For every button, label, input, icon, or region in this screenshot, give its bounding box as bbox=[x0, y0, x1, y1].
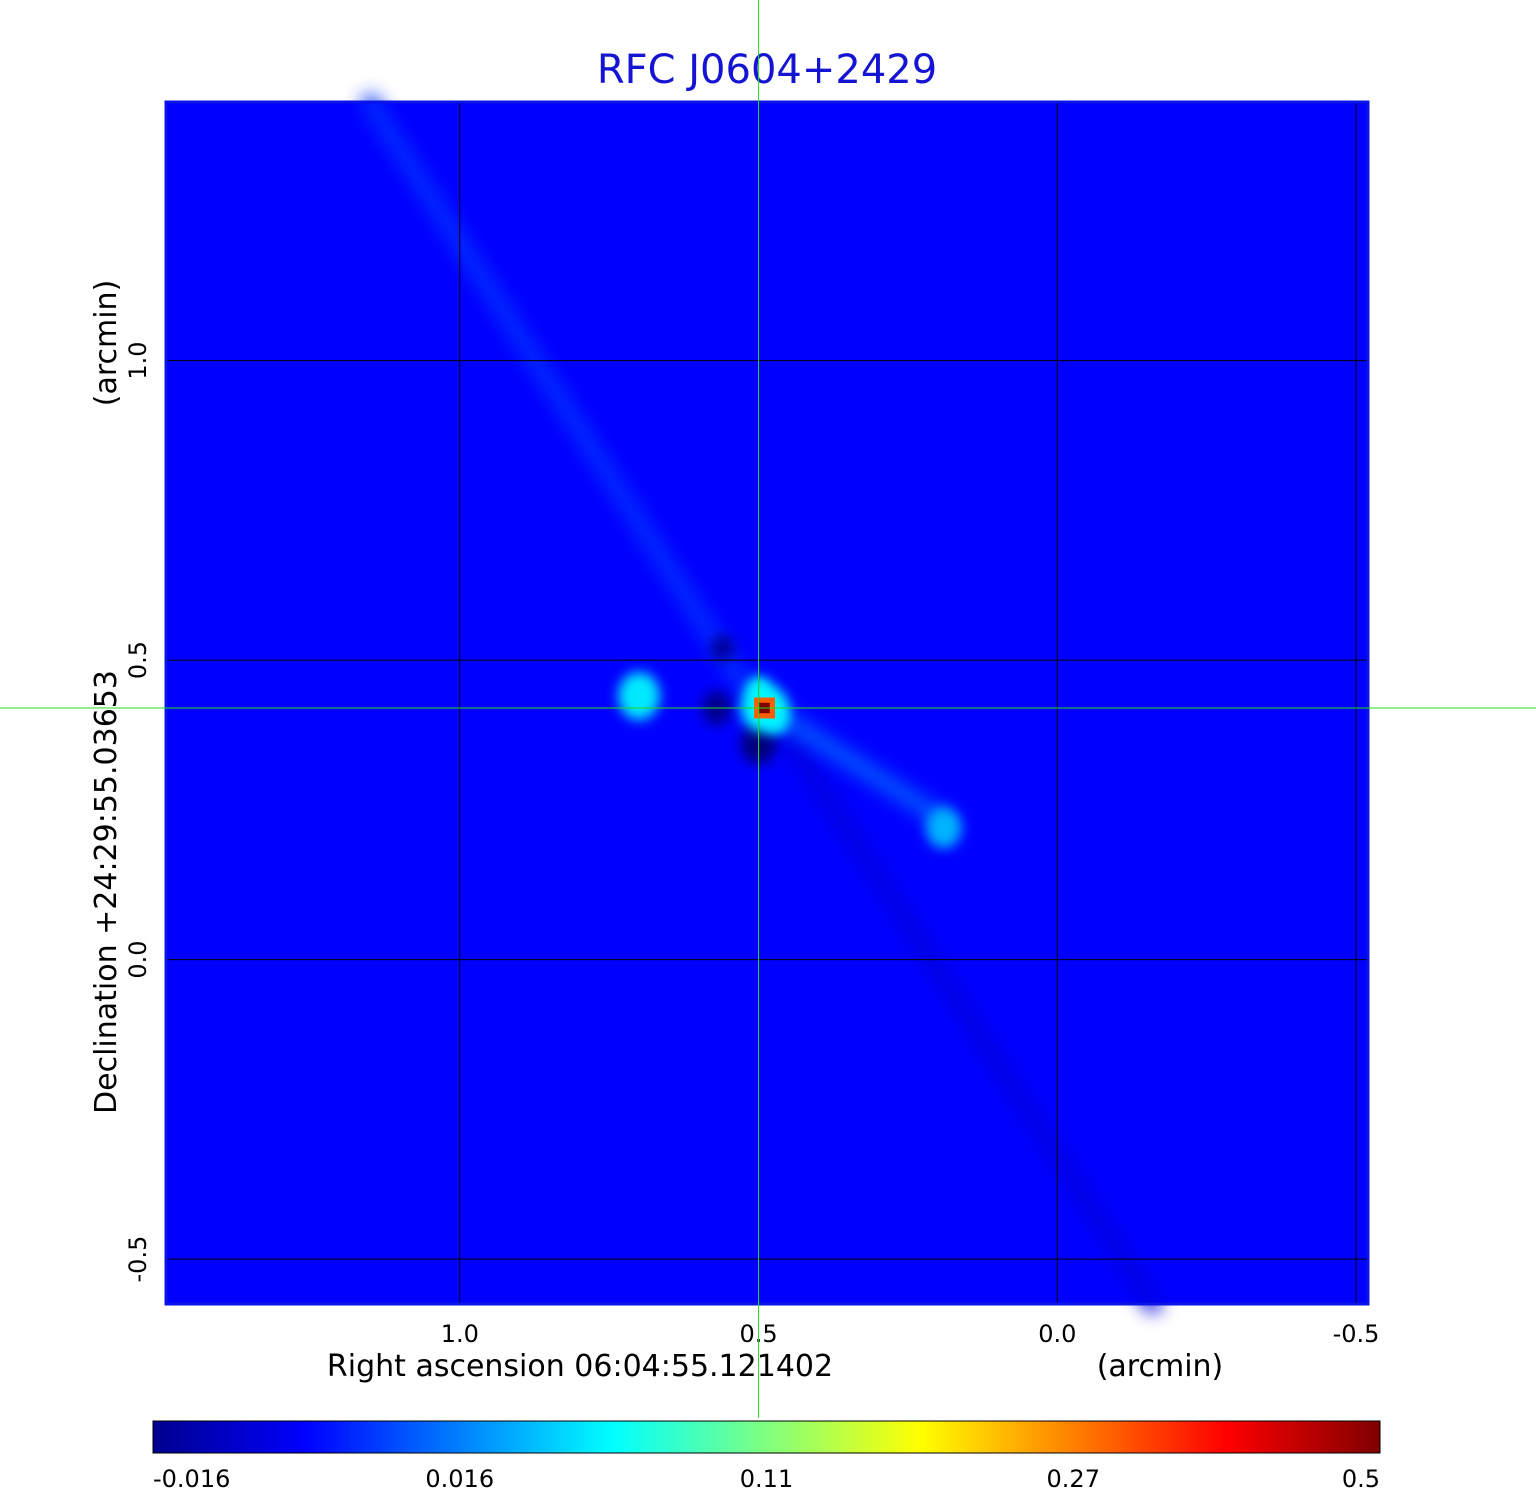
emission-blob bbox=[618, 671, 660, 721]
colorbar-tick-label: 0.11 bbox=[740, 1465, 793, 1493]
ridges-layer bbox=[361, 94, 1162, 1313]
colorbar-tick-label: 0.27 bbox=[1047, 1465, 1100, 1493]
x-axis-label: Right ascension 06:04:55.121402 bbox=[327, 1349, 833, 1384]
y-tick-labels: 1.0 0.5 0.0 -0.5 bbox=[124, 341, 152, 1282]
y-axis-unit: (arcmin) bbox=[89, 280, 124, 407]
y-tick-label: 1.0 bbox=[124, 341, 152, 379]
negative-blob bbox=[710, 634, 735, 662]
x-tick-label: -0.5 bbox=[1333, 1320, 1380, 1348]
y-tick-label: -0.5 bbox=[124, 1236, 152, 1283]
plot-frame bbox=[164, 100, 1370, 1306]
colorbar-tick-labels: -0.016 0.016 0.11 0.27 0.5 bbox=[153, 1465, 1380, 1493]
colorbar-tick-label: 0.016 bbox=[425, 1465, 494, 1493]
colorbar bbox=[152, 1420, 1381, 1454]
x-axis-unit: (arcmin) bbox=[1097, 1349, 1224, 1384]
ridge bbox=[767, 704, 947, 825]
colorbar-tick-label: 0.5 bbox=[1342, 1465, 1380, 1493]
emission-blob bbox=[925, 807, 962, 849]
x-tick-label: 0.0 bbox=[1038, 1320, 1076, 1348]
crosshair bbox=[0, 0, 1536, 1418]
chart-title: RFC J0604+2429 bbox=[597, 47, 937, 93]
ridge bbox=[361, 94, 756, 700]
ridge bbox=[779, 728, 1162, 1313]
x-tick-labels: 1.0 0.5 0.0 -0.5 bbox=[441, 1320, 1380, 1348]
y-axis-label: Declination +24:29:55.03653 bbox=[89, 670, 124, 1114]
y-tick-label: 0.0 bbox=[124, 940, 152, 978]
y-tick-label: 0.5 bbox=[124, 641, 152, 679]
colorbar-tick-label: -0.016 bbox=[153, 1465, 230, 1493]
plot-area bbox=[164, 94, 1370, 1313]
x-tick-label: 1.0 bbox=[441, 1320, 479, 1348]
